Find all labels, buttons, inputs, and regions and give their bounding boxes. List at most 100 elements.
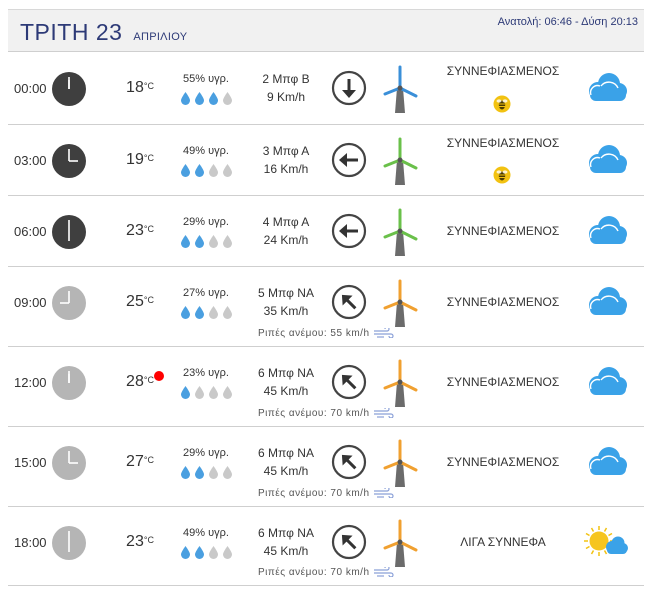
- humidity-drops: [180, 545, 234, 559]
- forecast-row: 09:00 25°C 27% υγρ. 5 Μπφ ΝΑ 35 Km/h Ριπές αν…: [8, 267, 644, 347]
- water-drop-empty-icon: [208, 385, 219, 399]
- cloud-icon: [582, 141, 630, 181]
- wind-gust: Ριπές ανέμου: 70 km/h: [258, 486, 418, 499]
- wind-gust: Ριπές ανέμου: 70 km/h: [258, 406, 418, 419]
- water-drop-empty-icon: [222, 545, 233, 559]
- water-drop-full-icon: [180, 91, 191, 105]
- time-label: 06:00: [14, 223, 47, 239]
- humidity-drops: [180, 163, 234, 177]
- water-drop-empty-icon: [208, 305, 219, 319]
- wind-turbine-icon: [382, 207, 418, 257]
- time-label: 03:00: [14, 152, 47, 168]
- wind-turbine-icon: [382, 438, 418, 488]
- wind-gust: Ριπές ανέμου: 55 km/h: [258, 326, 418, 339]
- up-left-arrow-icon: [331, 364, 367, 400]
- temperature-unit: °C: [143, 152, 154, 163]
- water-drop-full-icon: [194, 545, 205, 559]
- water-drop-full-icon: [180, 234, 191, 248]
- water-drop-full-icon: [194, 305, 205, 319]
- cloud-icon: [582, 443, 630, 483]
- condition-label: ΣΥΝΝΕΦΙΑΣΜΕΝΟΣ: [446, 375, 560, 389]
- water-drop-full-icon: [194, 91, 205, 105]
- water-drop-empty-icon: [222, 385, 233, 399]
- wind-gust-icon: [373, 326, 395, 339]
- wind-gust-label: Ριπές ανέμου: 70 km/h: [258, 408, 370, 419]
- humidity-label: 29% υγρ.: [183, 215, 229, 228]
- water-drop-empty-icon: [208, 163, 219, 177]
- temperature-unit: °C: [143, 375, 154, 385]
- bee-icon: [493, 95, 511, 113]
- temperature-value: 18: [126, 79, 144, 96]
- water-drop-full-icon: [180, 545, 191, 559]
- condition-label: ΣΥΝΝΕΦΙΑΣΜΕΝΟΣ: [446, 455, 560, 469]
- time-label: 12:00: [14, 375, 47, 390]
- heat-indicator-icon: [154, 371, 164, 381]
- wind-speed: 45 Km/h: [263, 544, 309, 558]
- temperature: 27°C: [120, 453, 160, 471]
- wind-turbine-icon: [382, 278, 418, 328]
- condition-label: ΣΥΝΝΕΦΙΑΣΜΕΝΟΣ: [446, 223, 560, 238]
- humidity-drops: [180, 465, 234, 479]
- left-arrow-icon: [331, 142, 367, 178]
- bee-icon: [493, 166, 511, 184]
- water-drop-empty-icon: [194, 385, 205, 399]
- time-label: 15:00: [14, 455, 47, 470]
- clock-icon: [51, 143, 87, 179]
- humidity-label: 49% υγρ.: [183, 527, 229, 539]
- temperature-unit: °C: [143, 223, 154, 234]
- wind-speed: 35 Km/h: [263, 304, 309, 318]
- water-drop-empty-icon: [222, 305, 233, 319]
- wind-gust-icon: [373, 565, 395, 578]
- water-drop-full-icon: [194, 465, 205, 479]
- condition-label: ΣΥΝΝΕΦΙΑΣΜΕΝΟΣ: [446, 64, 560, 78]
- wind-gust-label: Ριπές ανέμου: 70 km/h: [258, 567, 370, 578]
- water-drop-full-icon: [180, 385, 191, 399]
- down-arrow-icon: [331, 70, 367, 106]
- wind-turbine-icon: [382, 64, 418, 114]
- wind-gust-icon: [373, 406, 395, 419]
- day-title: ΤΡΙΤΗ 23 ΑΠΡΙΛΙΟΥ: [20, 19, 187, 46]
- forecast-row: 00:00 18°C 55% υγρ. 2 Μπφ Β 9 Km/h ΣΥΝΝΕΦΙΑΣΜ…: [8, 53, 644, 125]
- day-header: ΤΡΙΤΗ 23 ΑΠΡΙΛΙΟΥ Ανατολή: 06:46 - Δύση …: [8, 9, 644, 52]
- day-label: ΤΡΙΤΗ 23: [20, 19, 123, 45]
- clock-icon: [51, 525, 87, 561]
- humidity-drops: [180, 91, 234, 105]
- wind-speed: 45 Km/h: [263, 464, 309, 478]
- water-drop-empty-icon: [222, 91, 233, 105]
- wind-turbine-icon: [382, 136, 418, 186]
- temperature-value: 27: [126, 453, 144, 470]
- water-drop-empty-icon: [222, 163, 233, 177]
- wind-gust-label: Ριπές ανέμου: 55 km/h: [258, 328, 370, 339]
- humidity-label: 55% υγρ.: [183, 73, 229, 85]
- temperature: 23°C: [120, 222, 160, 240]
- cloud-icon: [582, 69, 630, 109]
- temperature-unit: °C: [143, 535, 154, 545]
- clock-icon: [51, 285, 87, 321]
- temperature-unit: °C: [143, 295, 154, 305]
- water-drop-empty-icon: [208, 234, 219, 248]
- wind-turbine-icon: [382, 518, 418, 568]
- water-drop-empty-icon: [208, 465, 219, 479]
- water-drop-empty-icon: [222, 234, 233, 248]
- humidity-label: 49% υγρ.: [183, 144, 229, 157]
- up-left-arrow-icon: [331, 444, 367, 480]
- forecast-row: 15:00 27°C 29% υγρ. 6 Μπφ ΝΑ 45 Km/h Ριπές αν…: [8, 427, 644, 507]
- temperature: 18°C: [120, 79, 160, 97]
- water-drop-full-icon: [208, 91, 219, 105]
- water-drop-full-icon: [180, 163, 191, 177]
- temperature-value: 28: [126, 373, 144, 390]
- temperature: 23°C: [120, 533, 160, 551]
- sunrise-sunset: Ανατολή: 06:46 - Δύση 20:13: [497, 16, 638, 28]
- forecast-row: 03:00 19°C 49% υγρ. 3 Μπφ Α 16 Km/h ΣΥΝΝΕΦΙΑΣ…: [8, 125, 644, 196]
- water-drop-empty-icon: [222, 465, 233, 479]
- sun-cloud-icon: [582, 523, 630, 563]
- humidity-drops: [180, 234, 234, 248]
- condition-label: ΣΥΝΝΕΦΙΑΣΜΕΝΟΣ: [446, 136, 560, 150]
- water-drop-full-icon: [194, 163, 205, 177]
- water-drop-full-icon: [194, 234, 205, 248]
- temperature: 19°C: [120, 151, 160, 169]
- wind-speed: 16 Km/h: [263, 161, 309, 176]
- wind-speed: 24 Km/h: [263, 232, 309, 247]
- time-label: 00:00: [14, 81, 47, 96]
- wind-beaufort: 3 Μπφ Α: [262, 143, 310, 158]
